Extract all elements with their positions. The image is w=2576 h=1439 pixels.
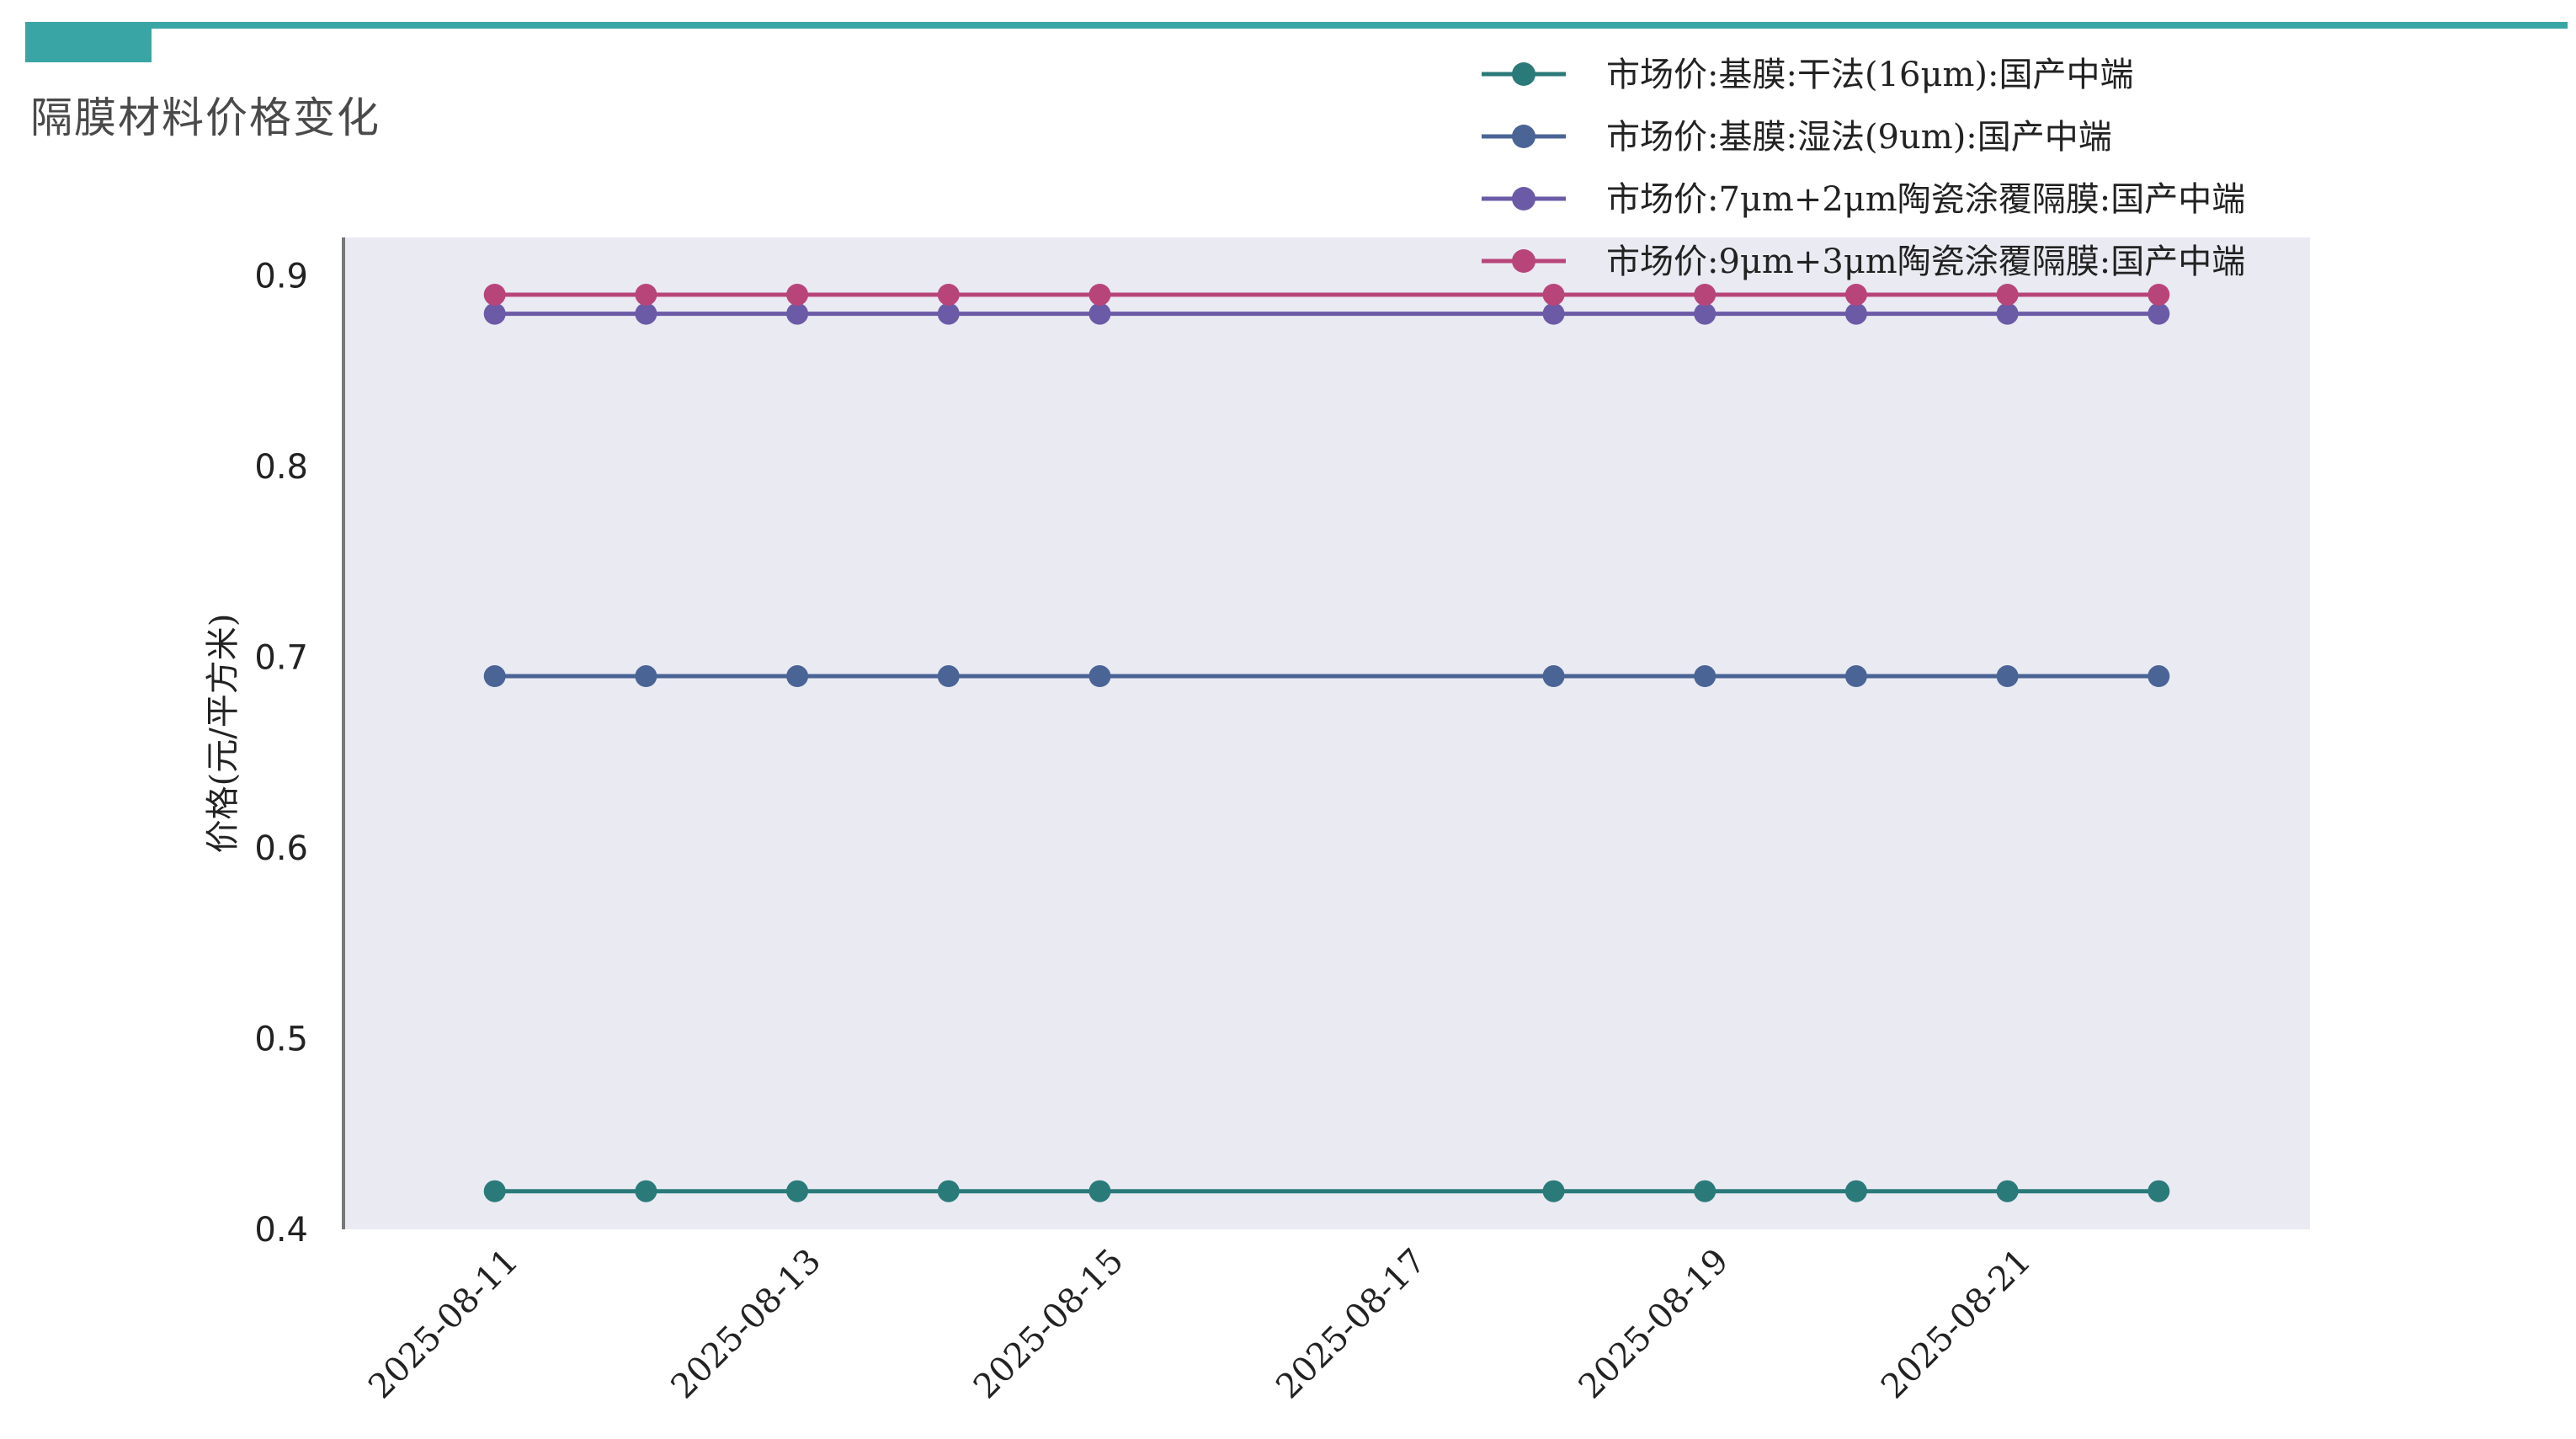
data-point: [1088, 665, 1111, 688]
legend-marker: [1512, 125, 1535, 148]
data-point: [1542, 665, 1565, 688]
series-3: [483, 302, 2170, 325]
data-point: [1996, 1180, 2019, 1202]
page-title: 隔膜材料价格变化: [30, 93, 381, 142]
data-point: [635, 665, 657, 688]
data-point: [483, 302, 506, 325]
data-point: [2148, 283, 2170, 306]
legend-label: 市场价:7μm+2μm陶瓷涂覆隔膜:国产中端: [1606, 180, 2245, 219]
x-tick-label: 2025-08-15: [966, 1242, 1131, 1407]
data-point: [483, 1180, 506, 1202]
header-accent-block: [25, 25, 152, 62]
data-point: [1542, 1180, 1565, 1202]
data-point: [1088, 1180, 1111, 1202]
data-point: [483, 665, 506, 688]
data-point: [2148, 1180, 2170, 1202]
series-4: [483, 283, 2170, 306]
legend-item: 市场价:7μm+2μm陶瓷涂覆隔膜:国产中端: [1482, 180, 2245, 219]
x-tick-label: 2025-08-17: [1269, 1242, 1434, 1407]
data-point: [786, 1180, 809, 1202]
data-point: [1694, 1180, 1716, 1202]
data-point: [1996, 665, 2019, 688]
y-tick-label: 0.5: [254, 1020, 308, 1058]
data-point: [1694, 302, 1716, 325]
legend-item: 市场价:基膜:干法(16μm):国产中端: [1482, 56, 2133, 94]
legend: 市场价:基膜:干法(16μm):国产中端市场价:基膜:湿法(9um):国产中端市…: [1482, 56, 2245, 281]
data-point: [1088, 302, 1111, 325]
header-rule: [25, 22, 2568, 29]
data-point: [937, 1180, 960, 1202]
x-tick-label: 2025-08-13: [664, 1242, 829, 1407]
data-point: [2148, 302, 2170, 325]
data-point: [1844, 283, 1867, 306]
data-point: [635, 302, 657, 325]
data-point: [786, 302, 809, 325]
data-point: [2148, 665, 2170, 688]
data-point: [937, 665, 960, 688]
y-tick-label: 0.8: [254, 448, 308, 487]
legend-label: 市场价:基膜:干法(16μm):国产中端: [1606, 56, 2133, 94]
data-point: [1996, 283, 2019, 306]
series-2: [483, 665, 2170, 688]
data-point: [1844, 665, 1867, 688]
y-tick-label: 0.4: [254, 1211, 308, 1250]
data-point: [483, 283, 506, 306]
x-tick-label: 2025-08-19: [1572, 1242, 1737, 1407]
data-point: [635, 1180, 657, 1202]
y-tick-label: 0.6: [254, 829, 308, 868]
legend-marker: [1512, 249, 1535, 273]
data-point: [1694, 283, 1716, 306]
y-tick-label: 0.9: [254, 257, 308, 296]
plot-area: [343, 237, 2310, 1229]
data-point: [635, 283, 657, 306]
data-point: [1542, 283, 1565, 306]
legend-marker: [1512, 62, 1535, 86]
data-point: [937, 302, 960, 325]
data-point: [1088, 283, 1111, 306]
x-tick-label: 2025-08-11: [361, 1242, 526, 1407]
data-point: [1542, 302, 1565, 325]
legend-marker: [1512, 187, 1535, 211]
data-point: [1996, 302, 2019, 325]
legend-label: 市场价:基膜:湿法(9um):国产中端: [1606, 118, 2112, 157]
data-point: [786, 283, 809, 306]
x-tick-label: 2025-08-21: [1874, 1242, 2039, 1407]
legend-label: 市场价:9μm+3μm陶瓷涂覆隔膜:国产中端: [1606, 242, 2245, 281]
y-tick-label: 0.7: [254, 638, 308, 677]
legend-item: 市场价:9μm+3μm陶瓷涂覆隔膜:国产中端: [1482, 242, 2245, 281]
y-axis-label: 价格(元/平方米): [204, 614, 242, 854]
data-point: [1844, 1180, 1867, 1202]
data-point: [1694, 665, 1716, 688]
data-point: [786, 665, 809, 688]
legend-item: 市场价:基膜:湿法(9um):国产中端: [1482, 118, 2112, 157]
data-point: [937, 283, 960, 306]
data-point: [1844, 302, 1867, 325]
series-1: [483, 1180, 2170, 1202]
